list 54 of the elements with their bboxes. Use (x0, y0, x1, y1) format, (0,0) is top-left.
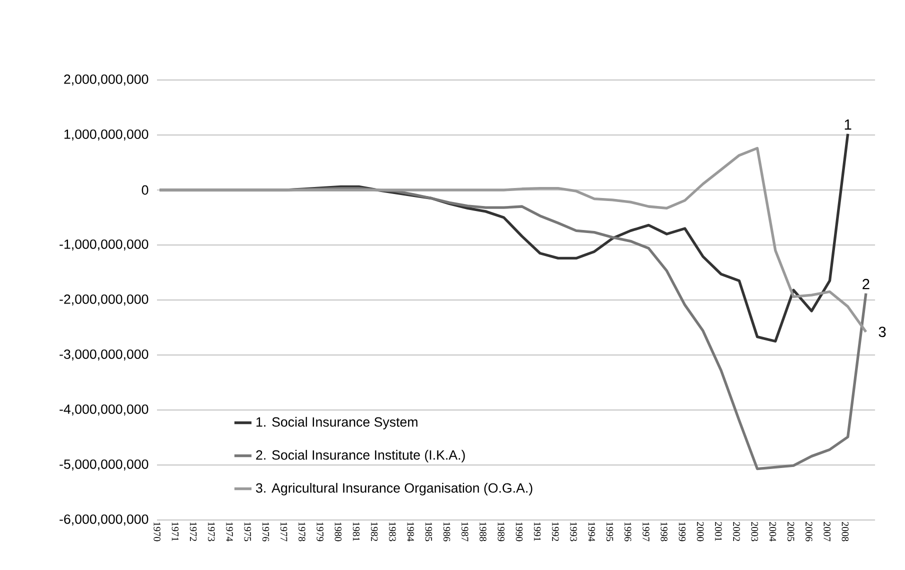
x-tick-label: 2008 (842, 522, 849, 542)
x-tick-label: 1979 (316, 522, 324, 542)
x-tick-label: 1984 (407, 522, 414, 542)
y-tick-label: -3,000,000,000 (60, 349, 148, 361)
annotation: 2 (862, 278, 870, 290)
x-tick-label: 1991 (534, 522, 541, 541)
x-tick-label: 2001 (715, 522, 722, 541)
y-tick-label: -5,000,000,000 (60, 459, 148, 471)
x-tick-label: 1980 (334, 522, 342, 542)
x-tick-label: 1998 (660, 522, 668, 542)
y-tick-label: 0 (142, 185, 148, 195)
x-tick-label: 2000 (696, 522, 704, 542)
x-tick-label: 1997 (642, 522, 650, 542)
y-tick-label: -4,000,000,000 (60, 404, 148, 416)
x-tick-label: 1983 (389, 522, 396, 542)
x-tick-label: 1982 (370, 522, 378, 542)
legend-label: 2. Social Insurance Institute (I.K.A.) (256, 450, 465, 462)
x-tick-label: 1995 (606, 522, 614, 542)
y-tick-label: -6,000,000,000 (60, 514, 148, 526)
x-tick-label: 1986 (443, 522, 450, 542)
x-tick-label: 1988 (480, 522, 486, 542)
x-tick-label: 2005 (787, 522, 794, 542)
x-tick-label: 1972 (190, 522, 197, 542)
y-tick-label: -1,000,000,000 (60, 239, 148, 251)
x-tick-label: 1993 (570, 522, 577, 542)
x-tick-label: 1977 (280, 522, 288, 542)
x-tick-label: 1987 (462, 522, 468, 542)
y-tick-label: -2,000,000,000 (60, 294, 148, 306)
x-tick-label: 2002 (733, 522, 740, 542)
x-tick-label: 2006 (806, 522, 812, 542)
x-tick-label: 1999 (678, 522, 686, 542)
x-tick-label: 1990 (516, 522, 523, 542)
x-tick-label: 1981 (352, 522, 360, 541)
x-tick-label: 1996 (624, 522, 632, 542)
x-tick-label: 1975 (244, 522, 251, 542)
x-tick-label: 1971 (172, 522, 179, 541)
y-tick-label: 1,000,000,000 (64, 129, 148, 141)
x-tick-label: 1989 (498, 522, 504, 542)
x-tick-label: 2003 (751, 522, 758, 542)
x-tick-label: 2007 (824, 522, 830, 542)
legend-label: 1. Social Insurance System (256, 416, 418, 430)
text: 3 (878, 326, 886, 338)
x-tick-label: 1985 (425, 522, 432, 542)
x-tick-label: 1976 (262, 522, 270, 542)
x-tick-label: 1973 (208, 522, 215, 542)
x-tick-label: 1974 (226, 522, 233, 542)
x-tick-label: 1970 (154, 522, 160, 542)
annotation: 1 (844, 120, 852, 130)
x-tick-label: 2004 (769, 522, 776, 542)
y-tick-label: 2,000,000,000 (64, 74, 148, 86)
x-tick-label: 1994 (588, 522, 596, 542)
x-tick-label: 1978 (298, 522, 306, 542)
x-tick-label: 1992 (552, 522, 559, 542)
legend-label: 3. Agricultural Insurance Organisation (O.G.A.) (256, 482, 532, 496)
